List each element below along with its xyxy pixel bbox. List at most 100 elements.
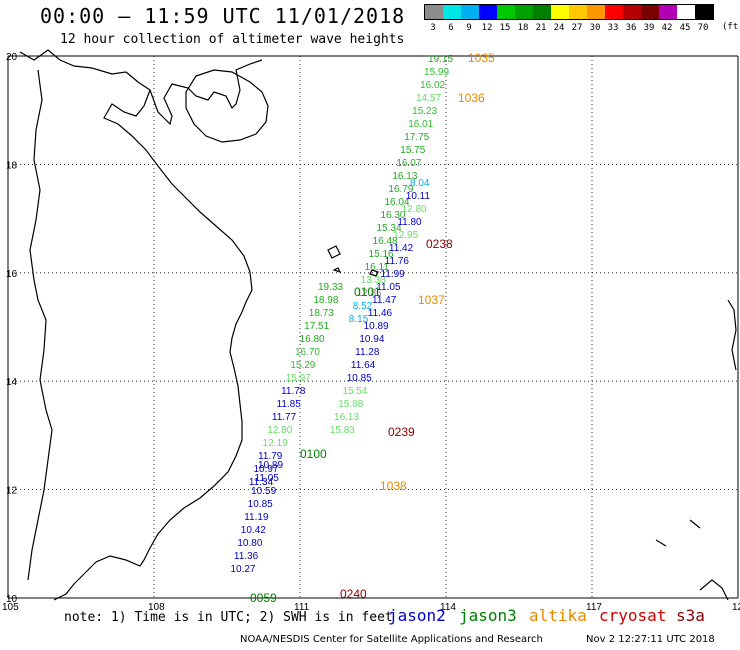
legend-swatch [515,5,533,19]
legend-label: 30 [589,23,601,33]
track-time-label: 1037 [418,293,445,307]
map-grid [7,55,739,599]
swh-value: 8.15 [349,314,369,325]
lat-tick-label: 20 [6,52,18,63]
legend-unit: (ft) [722,22,740,32]
swh-value: 10.27 [230,564,255,575]
track-time-label: 1038 [380,479,407,493]
track-time-label: 0059 [250,591,277,605]
swh-value: 16.04 [384,197,409,208]
track-time-label: 0240 [340,587,367,601]
page-title: 00:00 – 11:59 UTC 11/01/2018 [40,4,406,28]
sat-jason3: jason3 [459,606,517,625]
coastline [19,49,737,601]
swh-value: 12.19 [263,438,288,449]
swh-value: 10.89 [258,460,283,471]
swh-value: 15.54 [342,386,367,397]
track-time-label: 0239 [388,425,415,439]
swh-value: 10.89 [364,321,389,332]
swh-value: 15.23 [412,106,437,117]
swh-value: 10.94 [359,334,384,345]
swh-value: 15.97 [286,373,311,384]
footer-note: note: 1) Time is in UTC; 2) SWH is in fe… [64,610,393,625]
legend-label: 15 [499,23,511,33]
philippines-coastline [655,299,737,601]
sat-s3a: s3a [676,606,705,625]
swh-value: 16.48 [373,236,398,247]
legend-swatches [424,4,714,20]
swh-value: 16.11 [365,262,390,273]
swh-value: 11.77 [272,412,297,423]
legend-label: 24 [553,23,565,33]
legend-label: 9 [466,23,472,33]
hainan-coastline [185,69,269,143]
sat-altika: altika [529,606,587,625]
swh-value: 11.34 [249,477,274,488]
swh-value: 15.83 [330,425,355,436]
legend-label: 39 [643,23,655,33]
swh-value: 10.80 [237,538,262,549]
swh-value: 11.42 [389,243,414,254]
swh-value: 16.80 [300,334,325,345]
swh-value: 8.04 [410,178,430,189]
lon-tick-label: 105 [2,602,19,613]
sat-jason2: jason2 [388,606,446,625]
legend-swatch [461,5,479,19]
legend-swatch [425,5,443,19]
swh-value: 11.80 [397,217,422,228]
swh-value: 13.38 [361,275,386,286]
legend-swatch [605,5,623,19]
swh-value: 16.13 [334,412,359,423]
legend-label: 6 [448,23,454,33]
axis-labels: 105 108 111 114 117 120 20 18 16 14 12 10 [2,52,740,613]
swh-value: 11.76 [385,256,410,267]
legend-swatch [551,5,569,19]
swh-value: 11.28 [355,347,380,358]
legend-swatch [533,5,551,19]
track-time-label: 0100 [300,447,327,461]
swh-value: 12.80 [267,425,292,436]
swh-value: 15.29 [290,360,315,371]
legend-label: 3 [430,23,436,33]
swh-value: 11.99 [380,269,405,280]
legend-label: 45 [679,23,691,33]
swh-value: 15.75 [400,145,425,156]
legend-swatch [569,5,587,19]
west-coastline [27,69,53,581]
swh-value: 17.75 [404,132,429,143]
swh-value: 11.05 [376,282,401,293]
legend-labels: 3 6 9 12 15 18 21 24 27 30 33 36 39 42 45 70 [424,23,714,33]
legend-label: 21 [535,23,547,33]
track-time-label: 1035 [468,51,495,65]
lat-tick-label: 12 [6,486,18,497]
swh-value: 10.59 [251,486,276,497]
swh-value: 15.88 [338,399,363,410]
legend-label: 12 [481,23,493,33]
paracel-islands [327,245,379,277]
swh-value: 11.64 [351,360,376,371]
swh-value: 11.85 [277,399,302,410]
track-time-label: 0238 [426,237,453,251]
swh-value: 16.07 [396,158,421,169]
swh-value: 12.86 [357,288,382,299]
credit-line: NOAA/NESDIS Center for Satellite Applica… [240,634,543,645]
lat-tick-label: 16 [6,269,18,280]
generated-time: Nov 2 12:27:11 UTC 2018 [586,634,715,645]
mainland-coastline [19,49,263,601]
lat-tick-label: 10 [6,594,18,605]
legend-label: 18 [517,23,529,33]
swh-value: 14.57 [416,93,441,104]
swh-value: 16.13 [392,171,417,182]
legend-swatch [587,5,605,19]
legend-swatch [695,5,713,19]
swh-value: 10.97 [253,464,278,475]
lon-tick-label: 111 [294,602,310,613]
sat-cryosat: cryosat [599,606,667,625]
legend-label: 27 [571,23,583,33]
lon-tick-label: 114 [440,602,456,613]
swh-value: 16.02 [420,80,445,91]
swh-value: 11.78 [281,386,306,397]
legend-swatch [641,5,659,19]
swh-value: 12.95 [393,230,418,241]
swh-value: 11.46 [368,308,393,319]
